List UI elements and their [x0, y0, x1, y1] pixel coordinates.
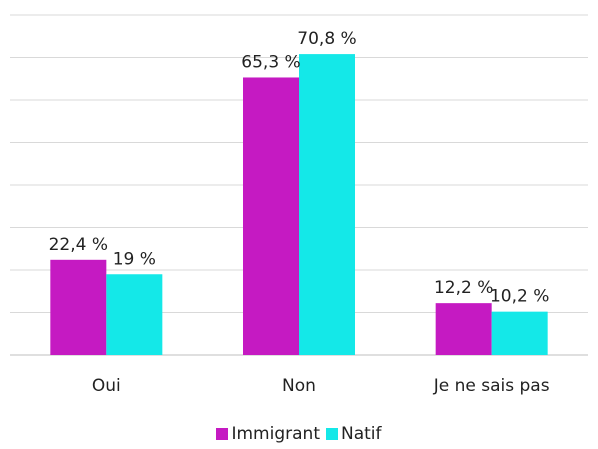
category-label-1: Oui	[92, 376, 121, 396]
data-label-immigrant-1: 22,4 %	[49, 235, 108, 255]
legend-label-natif: Natif	[340, 424, 382, 444]
legend-swatch-immigrant	[216, 428, 229, 440]
category-labels: Oui Non Je ne sais pas	[92, 376, 550, 396]
data-label-natif-3: 10,2 %	[490, 287, 549, 307]
legend-swatch-natif	[325, 428, 338, 440]
bar-natif-1	[106, 274, 163, 355]
category-label-3: Je ne sais pas	[433, 376, 550, 396]
category-label-2: Non	[282, 376, 316, 396]
bar-natif-2	[299, 54, 355, 355]
bar-immigrant-2	[243, 77, 299, 355]
bar-immigrant-1	[50, 259, 107, 355]
bar-chart: 22,4 %19 % 65,3 % 70,8 % 12,2 %10,2 % Oui No…	[10, 14, 588, 396]
bar-natif-3	[491, 311, 548, 355]
data-labels: 22,4 %19 % 65,3 % 70,8 % 12,2 %10,2 %	[49, 29, 550, 307]
legend-item-immigrant: Immigrant	[216, 424, 320, 444]
bar-immigrant-3	[435, 303, 492, 355]
legend-item-natif: Natif	[325, 424, 382, 444]
data-label-immigrant-3: 12,2 %	[434, 278, 493, 298]
data-label-immigrant-2: 65,3 %	[241, 52, 300, 72]
legend-label-immigrant: Immigrant	[231, 424, 320, 444]
legend: Immigrant Natif	[0, 424, 598, 444]
bars	[50, 54, 548, 355]
data-label-natif-2: 70,8 %	[297, 29, 356, 49]
data-label-natif-1: 19 %	[113, 249, 156, 269]
